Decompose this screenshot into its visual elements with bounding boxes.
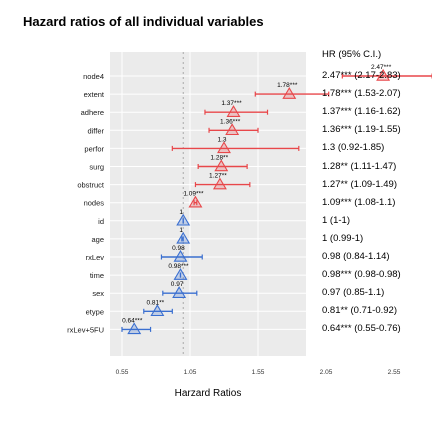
ci-text-6: 1.27** (1.09-1.49) xyxy=(322,178,397,190)
hr-marker-12 xyxy=(172,286,187,298)
x-tick-label-1: 1.05 xyxy=(184,369,197,376)
ci-text-1: 1.78*** (1.53-2.07) xyxy=(322,88,401,100)
ci-text-2: 1.37*** (1.16-1.62) xyxy=(322,106,401,118)
hr-value-label-11: 0.98*** xyxy=(168,263,189,270)
y-tick-label-9: age xyxy=(91,235,104,244)
variable-labels: node4 extent adhere differ perfor surg obstruc… xyxy=(67,72,105,334)
hr-value-label-10: 0.98 xyxy=(172,245,185,252)
hr-marker-13 xyxy=(150,304,165,317)
hr-marker-14 xyxy=(127,322,142,335)
hr-marker-4 xyxy=(217,141,231,154)
y-tick-label-3: differ xyxy=(87,126,104,135)
plot-panel xyxy=(110,52,306,356)
ci-header: HR (95% C.I.) xyxy=(322,49,382,60)
hr-value-labels: 2.47*** 1.78*** 1.37*** 1.36*** 1.3 1.28** 1.2… xyxy=(122,64,392,324)
ci-text-7: 1.09*** (1.08-1.1) xyxy=(322,196,396,208)
chart-title: Hazard ratios of all individual variable… xyxy=(23,14,264,29)
y-tick-label-12: sex xyxy=(92,289,104,298)
y-tick-label-8: id xyxy=(98,217,104,226)
ci-text-8: 1 (1-1) xyxy=(322,214,350,226)
hr-value-label-7: 1.09*** xyxy=(183,191,204,198)
hr-value-label-2: 1.37*** xyxy=(221,100,242,107)
ci-text-5: 1.28** (1.11-1.47) xyxy=(322,160,397,172)
hr-value-label-14: 0.64*** xyxy=(122,317,143,324)
x-tick-label-2: 1.55 xyxy=(252,369,265,376)
hr-value-label-13: 0.81** xyxy=(147,299,165,306)
y-tick-label-14: rxLev+5FU xyxy=(67,325,104,334)
ci-text-11: 0.98*** (0.98-0.98) xyxy=(322,269,401,281)
y-tick-label-7: nodes xyxy=(84,199,105,208)
ci-text-0: 2.47*** (2.17-2.83) xyxy=(322,70,401,81)
x-tick-label-4: 2.55 xyxy=(388,369,401,376)
hr-value-label-0: 2.47*** xyxy=(371,64,392,71)
hr-value-label-5: 1.28** xyxy=(210,155,228,162)
hr-marker-9 xyxy=(176,231,191,244)
ci-text-14: 0.64*** (0.55-0.76) xyxy=(322,323,401,335)
y-tick-label-1: extent xyxy=(84,90,105,99)
ci-text-4: 1.3 (0.92-1.85) xyxy=(322,142,385,154)
x-tick-labels: 0.55 1.05 1.55 2.05 2.55 xyxy=(116,369,401,376)
hr-marker-2 xyxy=(226,105,241,117)
x-tick-label-3: 2.05 xyxy=(320,369,333,376)
hr-value-label-12: 0.97 xyxy=(171,281,184,288)
hr-value-label-8: 1 xyxy=(179,209,183,216)
hr-marker-10 xyxy=(173,249,188,262)
hr-markers xyxy=(127,68,391,335)
hr-marker-1 xyxy=(282,87,297,99)
ci-text-12: 0.97 (0.85-1.1) xyxy=(322,287,385,299)
hr-marker-5 xyxy=(214,159,229,172)
ci-text-3: 1.36*** (1.19-1.55) xyxy=(322,124,401,136)
hr-value-label-3: 1.36*** xyxy=(220,118,241,125)
ci-text-9: 1 (0.99-1) xyxy=(322,232,364,244)
y-tick-label-13: etype xyxy=(86,307,104,316)
y-tick-label-4: perfor xyxy=(84,144,104,153)
hr-value-label-4: 1.3 xyxy=(217,136,226,143)
y-tick-label-10: rxLev xyxy=(86,253,105,262)
hr-marker-8 xyxy=(176,213,191,226)
hr-value-label-9: 1 xyxy=(179,227,183,234)
y-tick-label-2: adhere xyxy=(81,108,104,117)
hr-marker-3 xyxy=(225,123,240,136)
hr-marker-6 xyxy=(212,177,227,190)
x-axis-label: Harzard Ratios xyxy=(175,388,242,399)
y-tick-label-0: node4 xyxy=(83,72,104,81)
y-tick-label-11: time xyxy=(90,271,104,280)
y-tick-label-5: surg xyxy=(89,163,104,172)
hr-value-label-1: 1.78*** xyxy=(277,82,298,89)
hr-marker-11 xyxy=(173,268,188,280)
x-tick-label-0: 0.55 xyxy=(116,369,129,376)
ci-text-13: 0.81** (0.71-0.92) xyxy=(322,305,397,317)
hr-marker-0 xyxy=(376,68,391,81)
hr-value-label-6: 1.27** xyxy=(209,173,227,180)
y-tick-label-6: obstruct xyxy=(77,181,105,190)
hr-marker-7 xyxy=(188,195,203,208)
ci-text-10: 0.98 (0.84-1.14) xyxy=(322,251,390,262)
